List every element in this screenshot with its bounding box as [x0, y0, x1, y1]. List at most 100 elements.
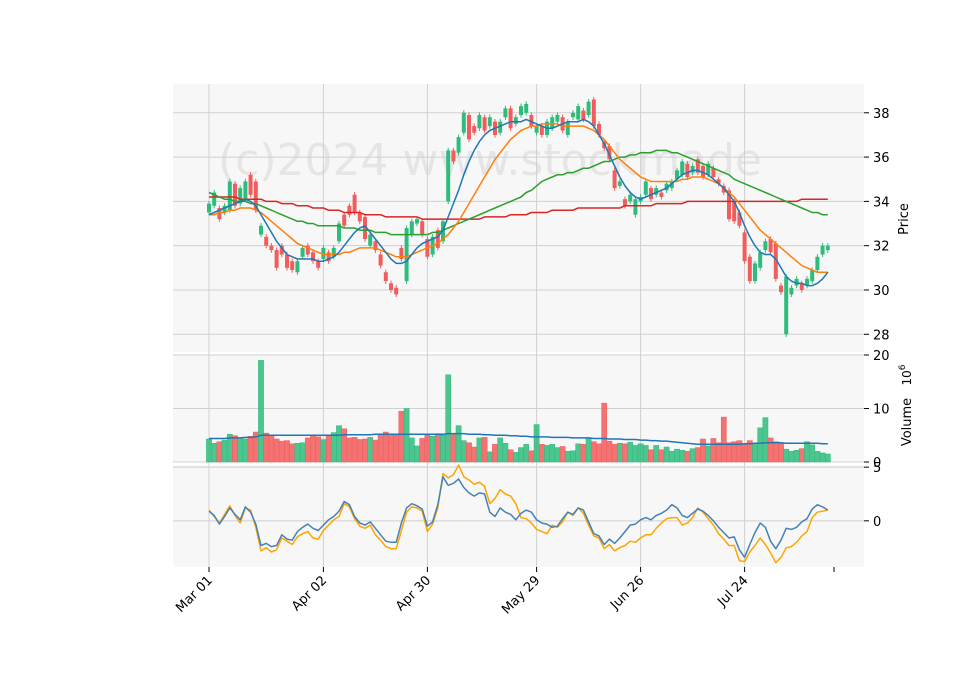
candle: [487, 114, 492, 129]
candle-body: [643, 181, 648, 195]
volume-bar: [741, 444, 748, 463]
candle: [300, 245, 305, 260]
volume-bar: [767, 437, 774, 463]
candle: [451, 147, 456, 165]
price-axis-label: Price: [897, 203, 912, 235]
volume-bar: [284, 440, 290, 463]
candle-body: [378, 254, 383, 266]
volume-bar: [720, 416, 727, 463]
volume-bar: [793, 449, 800, 463]
volume-bar: [247, 436, 254, 463]
volume-bar: [507, 449, 514, 463]
candle-body: [727, 190, 731, 220]
candle-body: [607, 146, 612, 160]
candle-body: [472, 126, 477, 133]
candle: [753, 260, 757, 284]
candle-body: [482, 117, 487, 131]
candle: [649, 185, 653, 202]
volume-bar: [382, 431, 389, 463]
candle: [352, 192, 357, 216]
volume-bar: [356, 439, 363, 463]
x-tick-label: Jul 24: [714, 573, 751, 610]
candle-body: [295, 261, 300, 273]
candle: [295, 258, 300, 275]
candle: [685, 161, 690, 180]
oscillator-series-b-line: [208, 464, 828, 564]
volume-bar: [362, 438, 368, 463]
volume-bar: [674, 448, 680, 463]
candle-body: [300, 247, 305, 257]
candle-body: [311, 252, 315, 262]
x-tick-label: Apr 30: [393, 573, 434, 614]
candle: [779, 282, 783, 295]
candle: [643, 178, 648, 198]
volume-bar: [232, 435, 238, 463]
volume-bar: [518, 447, 524, 463]
candle: [347, 203, 352, 218]
candle: [498, 118, 503, 136]
volume-bar: [346, 437, 353, 463]
candlesticks: [207, 96, 830, 337]
candle-body: [680, 161, 685, 175]
candle-body: [394, 287, 399, 295]
volume-bar: [694, 447, 701, 463]
candle-body: [212, 192, 217, 206]
candle-body: [815, 256, 820, 271]
candle-body: [326, 252, 331, 262]
volume-bar: [268, 434, 275, 463]
volume-bar: [580, 444, 587, 463]
candle-body: [451, 150, 456, 162]
candle-body: [747, 256, 752, 282]
volume-bar: [570, 450, 576, 463]
candle-body: [799, 283, 804, 290]
candle: [508, 105, 513, 131]
volume-bar: [403, 408, 410, 463]
candle: [279, 243, 284, 258]
candle-body: [773, 243, 778, 279]
price-y-tick-label: 38: [873, 107, 890, 122]
price-y-tick-label: 30: [873, 284, 890, 299]
candle-body: [685, 163, 690, 178]
volume-bar: [668, 451, 675, 463]
ma-longest-line: [209, 196, 828, 220]
volume-multiplier-label: 106: [898, 364, 914, 385]
candle-body: [524, 103, 529, 113]
candle: [519, 103, 523, 118]
volume-bar: [481, 437, 488, 463]
candle-body: [467, 115, 471, 140]
volume-bar: [221, 439, 228, 463]
candle-body: [737, 212, 742, 226]
volume-bar: [497, 437, 504, 463]
volume-bar: [648, 449, 654, 463]
volume-bar: [278, 440, 285, 463]
candle-body: [404, 227, 409, 282]
candle-body: [784, 276, 789, 335]
candle: [394, 285, 399, 298]
candle: [368, 231, 373, 249]
candle: [747, 254, 752, 284]
price-y-tick-label: 28: [873, 328, 890, 343]
candle-body: [779, 285, 783, 293]
candle: [716, 176, 721, 187]
candle: [305, 243, 310, 258]
volume-bar: [341, 428, 348, 463]
volume-ma-line: [209, 432, 828, 446]
candle-body: [456, 137, 461, 153]
volume-bar: [606, 440, 613, 463]
candle: [659, 189, 664, 200]
candle-body: [503, 108, 508, 118]
volume-bar: [211, 443, 218, 463]
volume-bar: [289, 443, 296, 463]
candle-body: [701, 165, 705, 178]
candle: [212, 189, 217, 209]
candle-body: [259, 225, 263, 235]
candle: [227, 178, 232, 213]
candle: [435, 227, 440, 251]
candle: [342, 212, 347, 229]
volume-bar: [330, 432, 337, 463]
candle-body: [368, 234, 373, 246]
volume-bar: [471, 446, 478, 463]
volume-bar: [377, 433, 384, 463]
watermark-text: (c)2024 www.stockmade: [218, 135, 762, 186]
